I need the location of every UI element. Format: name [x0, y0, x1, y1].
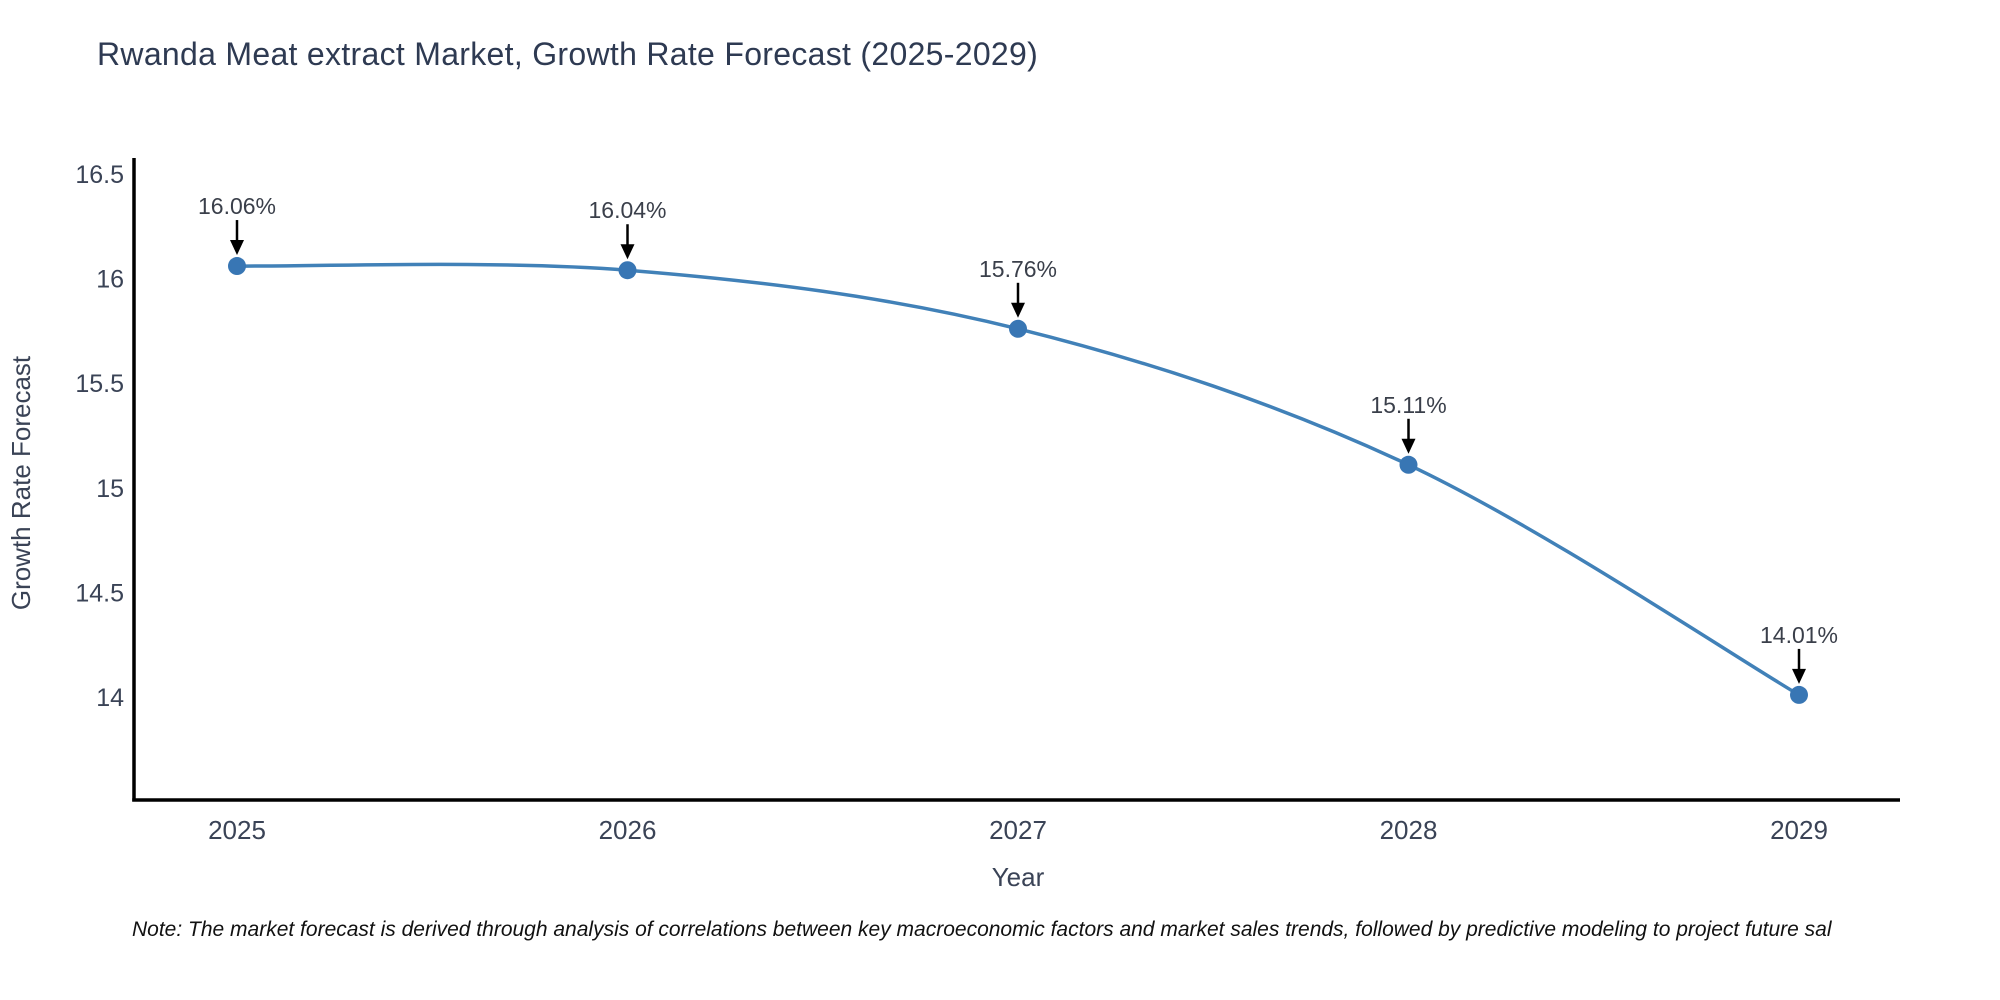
data-point-2029[interactable] [1790, 685, 1808, 704]
point-value-label: 16.06% [198, 193, 276, 219]
x-tick-label: 2028 [1380, 815, 1438, 845]
y-tick-label: 16.5 [75, 161, 124, 189]
series-group [228, 257, 1808, 704]
data-point-2026[interactable] [618, 261, 637, 280]
x-tick-label: 2026 [599, 815, 657, 845]
annotation-arrowhead-icon [1011, 302, 1025, 318]
y-tick-label: 15.5 [75, 370, 124, 398]
point-value-label: 15.76% [979, 256, 1057, 282]
point-value-label: 14.01% [1760, 622, 1838, 648]
y-axis-title: Growth Rate Forecast [6, 355, 36, 610]
series-line [236, 262, 1800, 697]
data-point-2028[interactable] [1399, 455, 1418, 474]
chart-title: Rwanda Meat extract Market, Growth Rate … [97, 36, 1039, 72]
annotation-arrowhead-icon [1792, 668, 1806, 684]
x-tick-labels: 2025 2026 2027 2028 2029 [208, 815, 1828, 845]
annotation-arrowhead-icon [1401, 438, 1416, 454]
x-tick-label: 2029 [1770, 815, 1828, 845]
annotation-arrowhead-icon [620, 244, 635, 260]
y-tick-label: 15 [96, 475, 124, 503]
x-tick-label: 2025 [208, 815, 266, 845]
annotation-arrowhead-icon [230, 240, 244, 256]
x-axis-title: Year [992, 862, 1045, 892]
y-tick-label: 16 [96, 266, 124, 294]
x-tick-label: 2027 [989, 815, 1047, 845]
point-value-label: 15.11% [1370, 392, 1446, 418]
y-tick-label: 14 [96, 684, 124, 712]
y-tick-labels: 16.5 16 15.5 15 14.5 14 [75, 161, 124, 712]
data-point-2027[interactable] [1009, 319, 1027, 338]
data-point-2025[interactable] [228, 257, 246, 276]
y-tick-label: 14.5 [75, 579, 124, 607]
point-value-label: 16.04% [588, 197, 666, 223]
footnote: Note: The market forecast is derived thr… [132, 918, 1832, 941]
annotation-group: 16.06% 16.04% 15.76% 15.11% 14.01% [198, 193, 1838, 684]
